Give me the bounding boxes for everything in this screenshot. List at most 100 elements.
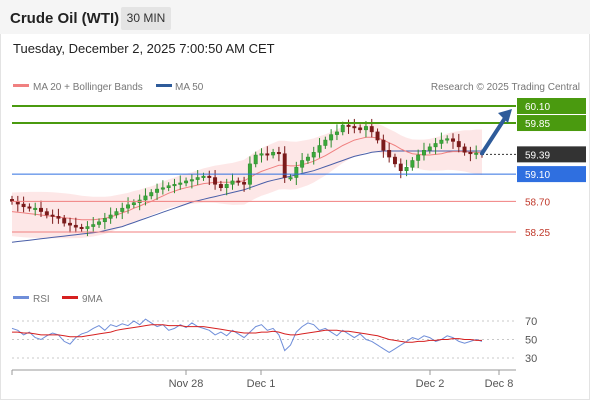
level-label-support: 58.70	[525, 197, 550, 208]
candle	[410, 157, 415, 171]
candle	[172, 178, 177, 194]
candle	[288, 174, 293, 181]
ma50-legend-swatch	[156, 84, 172, 87]
candle	[311, 146, 316, 165]
candle	[131, 199, 136, 209]
level-tag-resistance	[517, 115, 586, 132]
candle	[259, 148, 264, 163]
candle	[195, 170, 200, 186]
candle	[294, 161, 299, 186]
instrument-title: Crude Oil (WTI)	[10, 10, 120, 27]
candle	[300, 152, 305, 173]
rsi-line	[11, 318, 483, 353]
candle	[433, 138, 438, 155]
candle	[474, 145, 479, 160]
candle	[68, 217, 72, 233]
rsi-tick-label: 50	[525, 335, 537, 347]
candle	[236, 177, 241, 186]
x-tick-label: Dec 1	[247, 378, 276, 390]
chart-header: Crude Oil (WTI) 30 MIN	[0, 0, 590, 34]
credit-text: Research © 2025 Trading Central	[431, 82, 580, 93]
candle	[143, 188, 148, 206]
ma20-legend-swatch	[13, 84, 29, 87]
current-price-tag	[517, 146, 586, 163]
candle	[207, 170, 212, 186]
candle	[369, 118, 374, 138]
candle	[375, 128, 380, 144]
candle	[230, 173, 235, 190]
rsi-ma-legend-label: 9MA	[82, 294, 103, 305]
level-label-pivot: 59.10	[525, 170, 550, 181]
level-label-resistance: 60.10	[525, 102, 550, 113]
level-tag-pivot	[517, 166, 586, 183]
candle	[398, 158, 403, 179]
candle	[317, 138, 322, 158]
bollinger-band	[12, 121, 482, 239]
candle	[305, 153, 310, 164]
candle	[427, 143, 432, 154]
current-price-label: 59.39	[525, 150, 550, 161]
rsi-tick-label: 30	[525, 353, 537, 365]
candle	[404, 159, 409, 177]
forecast-arrow-head	[498, 109, 512, 123]
timeframe-button[interactable]: 30 MIN	[121, 7, 171, 30]
candle	[387, 142, 392, 163]
candle	[451, 133, 455, 149]
candle	[352, 118, 357, 134]
candle	[346, 119, 351, 134]
candle	[155, 183, 160, 200]
rsi-legend-label: RSI	[33, 294, 50, 305]
candle	[160, 180, 165, 195]
ma20-legend-label: MA 20 + Bollinger Bands	[33, 82, 143, 93]
x-tick-label: Dec 2	[416, 378, 445, 390]
candle	[462, 143, 467, 156]
candle	[178, 175, 183, 190]
candle	[21, 196, 26, 213]
level-label-resistance: 59.85	[525, 119, 550, 130]
candle	[27, 203, 32, 212]
ma50-line	[11, 150, 482, 243]
candle	[253, 151, 258, 168]
rsi-tick-label: 70	[525, 316, 537, 328]
candle	[334, 124, 339, 141]
candle	[265, 146, 270, 161]
level-label-support: 58.25	[525, 228, 550, 239]
candle	[149, 189, 154, 200]
candle	[381, 134, 386, 158]
candle	[184, 177, 189, 187]
candle	[189, 174, 194, 189]
candle	[224, 178, 229, 196]
candle	[91, 217, 96, 232]
level-tag-resistance	[517, 98, 586, 114]
x-tick-label: Dec 8	[485, 378, 514, 390]
candle	[50, 209, 55, 224]
candle	[416, 149, 421, 168]
candle	[468, 146, 473, 162]
rsi-ma-legend-swatch	[62, 296, 78, 299]
ma50-legend-label: MA 50	[175, 82, 204, 93]
candle	[439, 132, 444, 149]
candle	[73, 217, 78, 233]
candle	[323, 136, 328, 149]
candle	[33, 202, 38, 216]
candle	[39, 200, 43, 218]
candle	[276, 146, 281, 162]
candle	[44, 208, 49, 219]
candle	[166, 182, 171, 192]
candle	[120, 202, 125, 220]
candle	[329, 129, 334, 148]
timestamp: Tuesday, December 2, 2025 7:00:50 AM CET	[13, 41, 275, 56]
candle	[358, 124, 363, 134]
candle	[102, 212, 107, 230]
candle	[282, 146, 287, 183]
candle	[445, 135, 450, 144]
candle	[114, 208, 119, 219]
candle	[56, 208, 61, 224]
candle	[392, 153, 397, 168]
forecast-arrow	[480, 113, 509, 156]
candle	[108, 207, 113, 224]
candle	[79, 223, 84, 232]
candle	[62, 214, 67, 227]
candle	[85, 221, 90, 237]
